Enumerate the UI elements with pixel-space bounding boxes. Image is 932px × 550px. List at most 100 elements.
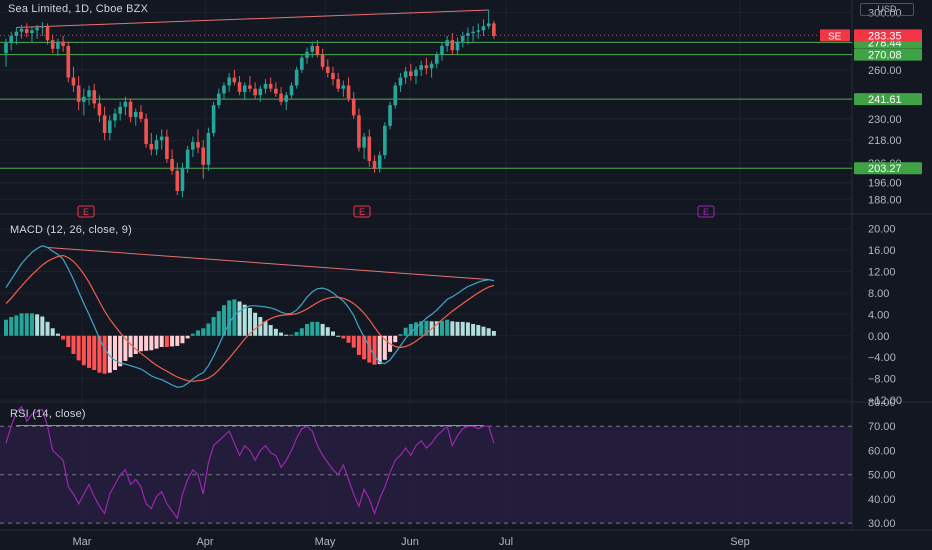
level-label: 203.27 xyxy=(868,163,902,175)
macd-hist-bar xyxy=(232,299,237,336)
macd-hist-bar xyxy=(247,307,252,336)
candle-body xyxy=(102,115,107,133)
candle-body xyxy=(279,93,283,102)
earnings-marker: E xyxy=(697,205,715,218)
macd-hist-bar xyxy=(268,325,273,336)
candle-body xyxy=(144,118,148,144)
macd-hist-bar xyxy=(351,335,356,348)
macd-hist-bar xyxy=(242,304,247,336)
macd-axis-label: −8.00 xyxy=(868,374,896,386)
macd-hist-bar xyxy=(175,335,180,346)
candle-body xyxy=(253,88,257,96)
candle-body xyxy=(61,41,65,46)
macd-title[interactable]: MACD (12, 26, close, 9) xyxy=(10,224,132,236)
candle-body xyxy=(305,51,309,58)
candle-body xyxy=(180,168,185,191)
macd-hist-bar xyxy=(118,335,123,367)
time-axis-label: Jul xyxy=(499,536,513,548)
rsi-axis-label: 80.00 xyxy=(868,397,896,409)
macd-hist-bar xyxy=(211,317,216,336)
currency-label[interactable]: USD xyxy=(860,3,914,16)
macd-axis-label: 4.00 xyxy=(868,309,889,321)
candle-body xyxy=(71,77,76,86)
candle-body xyxy=(367,136,372,161)
macd-hist-bar xyxy=(123,335,128,361)
candle-body xyxy=(92,90,97,104)
macd-hist-bar xyxy=(403,327,408,336)
candle-body xyxy=(222,85,226,94)
macd-hist-bar xyxy=(346,335,351,343)
price-axis-label: 300.00 xyxy=(868,8,902,20)
macd-hist-bar xyxy=(76,335,81,361)
candle-body xyxy=(331,72,335,80)
candle-body xyxy=(372,160,377,169)
candle-body xyxy=(419,65,423,70)
candle-body xyxy=(56,41,60,49)
macd-hist-bar xyxy=(450,321,455,336)
macd-hist-bar xyxy=(185,335,190,339)
candle-body xyxy=(45,26,50,41)
macd-hist-bar xyxy=(310,321,315,336)
candles-group xyxy=(4,9,496,198)
signal-line xyxy=(5,254,495,382)
rsi-title[interactable]: RSI (14, close) xyxy=(10,408,86,420)
macd-hist-bar xyxy=(87,335,92,368)
candle-body xyxy=(414,69,418,77)
candle-body xyxy=(113,113,117,121)
macd-hist-bar xyxy=(330,331,335,336)
rsi-axis-label: 50.00 xyxy=(868,470,896,482)
candle-body xyxy=(30,30,34,34)
macd-axis-label: −12.00 xyxy=(868,395,902,407)
time-axis-label: May xyxy=(315,536,336,548)
time-axis-label: Sep xyxy=(730,536,750,548)
candle-body xyxy=(263,83,268,89)
macd-hist-bar xyxy=(19,313,24,336)
candle-body xyxy=(66,45,71,78)
macd-hist-bar xyxy=(81,335,86,366)
candle-body xyxy=(268,83,273,89)
macd-hist-bar xyxy=(465,322,470,336)
candle-body xyxy=(440,45,444,55)
macd-hist-bar xyxy=(419,321,424,336)
macd-hist-bar xyxy=(102,335,107,374)
price-axis-label: 218.00 xyxy=(868,135,902,147)
level-label-bg xyxy=(854,93,922,106)
macd-hist-bar xyxy=(471,323,476,336)
macd-hist-bar xyxy=(372,335,377,365)
candle-body xyxy=(471,31,475,34)
macd-hist-bar xyxy=(341,335,346,339)
macd-trendline xyxy=(47,246,489,281)
macd-axis-label: 16.00 xyxy=(868,245,896,257)
macd-hist-bar xyxy=(14,315,19,336)
candle-body xyxy=(492,23,496,36)
candle-body xyxy=(300,57,304,70)
price-axis-label: 230.00 xyxy=(868,114,902,126)
macd-axis-label: 8.00 xyxy=(868,288,889,300)
macd-hist-bar xyxy=(50,328,55,336)
macd-hist-bar xyxy=(377,335,382,365)
macd-line xyxy=(5,245,495,388)
macd-hist-bar xyxy=(206,323,211,336)
candle-body xyxy=(289,85,294,96)
candle-body xyxy=(154,140,159,150)
candle-body xyxy=(149,143,154,150)
macd-axis-label: 12.00 xyxy=(868,267,896,279)
candle-body xyxy=(357,115,361,148)
candle-body xyxy=(294,69,299,86)
candle-body xyxy=(40,26,45,28)
macd-hist-bar xyxy=(144,335,149,351)
candle-body xyxy=(196,142,200,148)
candle-body xyxy=(362,136,366,148)
time-axis-label: Mar xyxy=(73,536,92,548)
candle-body xyxy=(284,95,289,102)
candle-body xyxy=(481,26,486,31)
candle-body xyxy=(341,85,346,89)
candle-body xyxy=(170,158,174,171)
candle-body xyxy=(409,71,413,77)
earnings-marker: E xyxy=(77,205,95,218)
candle-body xyxy=(19,28,24,32)
rsi-axis-label: 60.00 xyxy=(868,445,896,457)
candle-body xyxy=(165,136,169,159)
candle-body xyxy=(9,35,13,44)
